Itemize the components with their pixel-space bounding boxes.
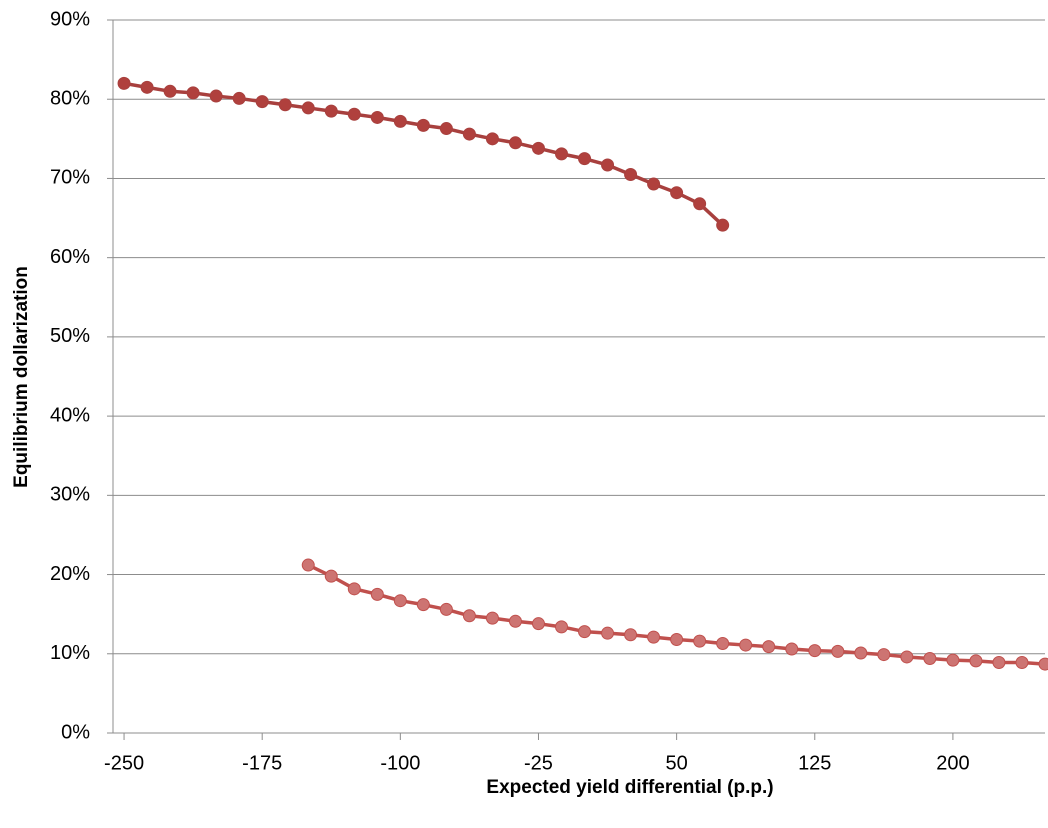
data-point — [301, 101, 315, 115]
data-point — [647, 630, 661, 644]
y-tick-label: 20% — [50, 563, 90, 585]
y-tick-label: 0% — [61, 721, 90, 743]
data-point — [946, 653, 960, 667]
data-point — [531, 617, 545, 631]
data-point — [716, 218, 730, 232]
data-point — [347, 582, 361, 596]
data-point — [255, 95, 269, 109]
y-tick-label: 80% — [50, 88, 90, 110]
data-point — [762, 640, 776, 654]
data-point — [624, 167, 638, 181]
data-point — [508, 614, 522, 628]
data-point — [209, 89, 223, 103]
data-point — [462, 127, 476, 141]
y-tick-label: 10% — [50, 642, 90, 664]
y-tick-label: 70% — [50, 167, 90, 189]
data-point — [578, 152, 592, 166]
data-point — [647, 177, 661, 191]
data-point — [578, 625, 592, 639]
data-point — [877, 648, 891, 662]
data-point — [324, 569, 338, 583]
data-point — [716, 636, 730, 650]
data-point — [601, 626, 615, 640]
x-tick-label: 125 — [798, 752, 831, 774]
x-axis-title: Expected yield differential (p.p.) — [486, 777, 773, 798]
data-point — [670, 633, 684, 647]
data-point — [624, 628, 638, 642]
y-axis-title: Equilibrium dollarization — [11, 266, 32, 488]
data-point — [485, 611, 499, 625]
data-point — [555, 147, 569, 161]
data-point — [301, 558, 315, 572]
data-point — [1038, 657, 1048, 671]
x-tick-label: -175 — [242, 752, 282, 774]
data-point — [370, 587, 384, 601]
data-point — [140, 80, 154, 94]
series-line — [307, 563, 1046, 666]
data-point — [601, 158, 615, 172]
data-point — [808, 644, 822, 658]
data-point — [370, 110, 384, 124]
data-point — [485, 132, 499, 146]
data-point — [163, 84, 177, 98]
y-tick-label: 90% — [50, 8, 90, 30]
data-point — [854, 646, 868, 660]
data-point — [416, 118, 430, 132]
data-point — [992, 655, 1006, 669]
data-point — [439, 602, 453, 616]
data-point — [1015, 655, 1029, 669]
data-point — [232, 91, 246, 105]
x-tick-label: -100 — [380, 752, 420, 774]
data-point — [900, 650, 914, 664]
data-point — [785, 642, 799, 656]
data-point — [693, 634, 707, 648]
data-point — [969, 654, 983, 668]
data-point — [439, 122, 453, 136]
data-point — [670, 186, 684, 200]
data-point — [508, 136, 522, 150]
data-point — [393, 114, 407, 128]
data-point — [831, 644, 845, 658]
data-point — [117, 76, 131, 90]
y-tick-label: 30% — [50, 484, 90, 506]
data-point — [186, 86, 200, 100]
data-point — [531, 141, 545, 155]
data-point — [324, 104, 338, 118]
x-tick-label: -25 — [524, 752, 553, 774]
data-point — [923, 652, 937, 666]
series-line — [123, 81, 724, 227]
x-tick-label: 50 — [665, 752, 687, 774]
data-point — [278, 98, 292, 112]
data-point — [416, 598, 430, 612]
data-point — [393, 594, 407, 608]
y-tick-label: 40% — [50, 404, 90, 426]
data-point — [462, 609, 476, 623]
x-tick-label: 200 — [936, 752, 969, 774]
y-tick-label: 60% — [50, 246, 90, 268]
data-point — [693, 197, 707, 211]
y-tick-label: 50% — [50, 325, 90, 347]
x-tick-label: -250 — [104, 752, 144, 774]
data-point — [555, 620, 569, 634]
data-point — [739, 638, 753, 652]
data-point — [347, 107, 361, 121]
